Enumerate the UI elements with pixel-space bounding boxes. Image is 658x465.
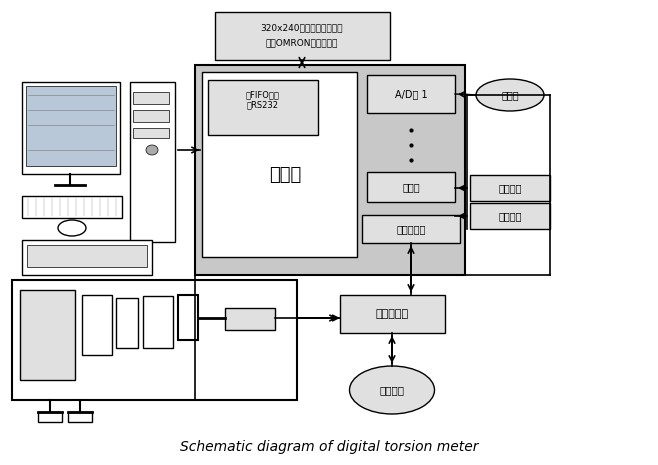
Bar (470, 175, 550, 201)
Text: 转角装置: 转角装置 (498, 183, 522, 193)
Text: 320x240液晶屏、数字式旋: 320x240液晶屏、数字式旋 (261, 24, 343, 33)
Bar (22, 82, 120, 174)
Bar (20, 290, 75, 380)
Bar (133, 128, 169, 138)
Bar (195, 65, 465, 275)
Bar (143, 296, 173, 348)
Bar (367, 172, 455, 202)
Text: 钮及OMRON轻触式按键: 钮及OMRON轻触式按键 (266, 39, 338, 47)
Text: Schematic diagram of digital torsion meter: Schematic diagram of digital torsion met… (180, 440, 478, 454)
Bar (178, 295, 198, 340)
Bar (116, 298, 138, 348)
Text: 伺服驱动器: 伺服驱动器 (376, 309, 409, 319)
Text: 带FIFO的高
速RS232: 带FIFO的高 速RS232 (246, 90, 280, 110)
Bar (340, 295, 445, 333)
Ellipse shape (146, 145, 158, 155)
Text: 传感器: 传感器 (501, 90, 519, 100)
Bar (26, 86, 116, 166)
Text: 伺服电机: 伺服电机 (380, 385, 405, 395)
Bar (130, 82, 175, 242)
Text: A/D板 1: A/D板 1 (395, 89, 427, 99)
Bar (27, 245, 147, 267)
Bar (22, 240, 152, 275)
Bar (38, 412, 62, 422)
Bar (367, 75, 455, 113)
Bar (225, 308, 275, 330)
Bar (133, 110, 169, 122)
Bar (208, 80, 318, 135)
Bar (362, 215, 460, 243)
Ellipse shape (58, 220, 86, 236)
Bar (215, 12, 390, 60)
Bar (133, 92, 169, 104)
Bar (12, 280, 297, 400)
Text: 扭角装置: 扭角装置 (498, 211, 522, 221)
Bar (82, 295, 112, 355)
Text: 计数板: 计数板 (402, 182, 420, 192)
Text: 接口控制板: 接口控制板 (396, 224, 426, 234)
Bar (202, 72, 357, 257)
Text: 主控板: 主控板 (269, 166, 301, 184)
Bar (470, 203, 550, 229)
Bar (22, 196, 122, 218)
Ellipse shape (476, 79, 544, 111)
Ellipse shape (349, 366, 434, 414)
Bar (68, 412, 92, 422)
